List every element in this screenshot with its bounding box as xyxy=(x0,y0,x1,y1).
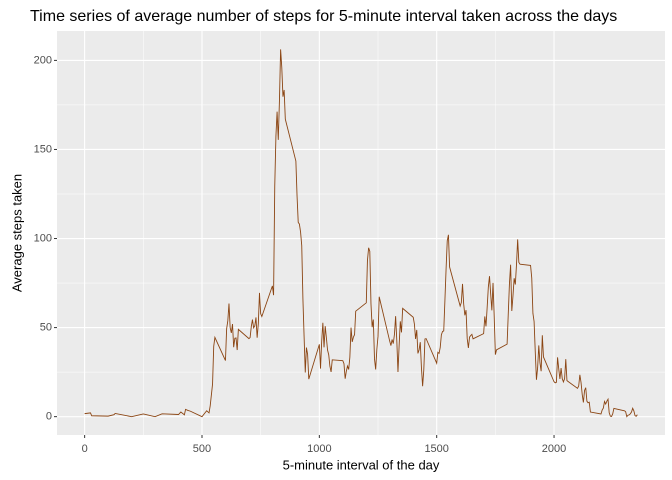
data-line xyxy=(84,49,638,418)
y-tick-label: 150 xyxy=(34,143,52,155)
x-tick-label: 1500 xyxy=(424,443,448,455)
x-tick-label: 500 xyxy=(193,443,211,455)
y-tick-label: 0 xyxy=(46,411,52,423)
y-axis-label: Average steps taken xyxy=(9,174,24,292)
y-tick-label: 100 xyxy=(34,232,52,244)
chart-title: Time series of average number of steps f… xyxy=(30,8,617,25)
panel xyxy=(57,31,665,435)
x-tick-label: 2000 xyxy=(542,443,566,455)
x-axis-label: 5-minute interval of the day xyxy=(283,457,440,472)
y-tick-label: 50 xyxy=(40,321,52,333)
y-tick-label: 200 xyxy=(34,54,52,66)
x-tick-label: 1000 xyxy=(307,443,331,455)
x-tick-label: 0 xyxy=(82,443,88,455)
